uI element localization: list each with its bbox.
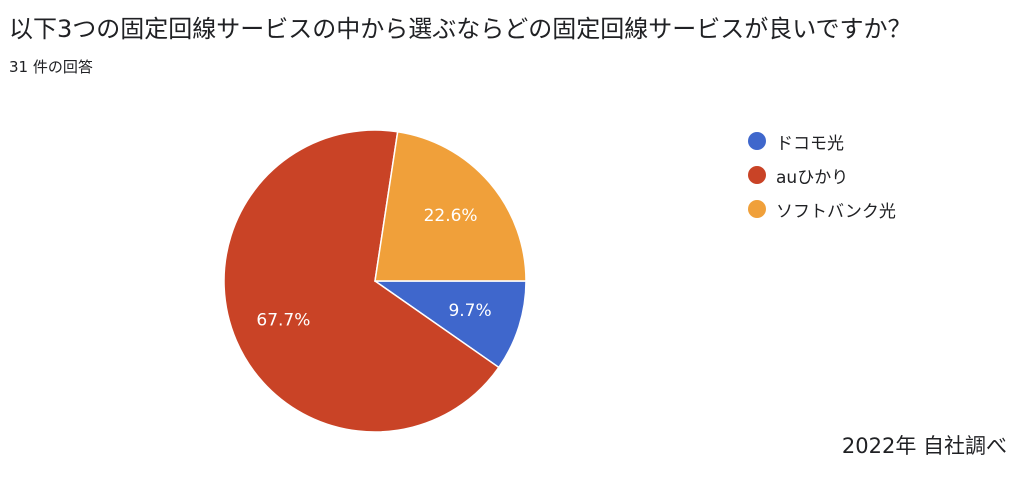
legend-swatch-docomo: [748, 132, 766, 150]
pie-slice-au[interactable]: [223, 129, 500, 433]
source-note: 2022年 自社調べ: [841, 434, 1007, 458]
response-count: 31 件の回答: [9, 58, 93, 76]
pie-slice-docomo[interactable]: [372, 280, 527, 369]
legend-item-softbank[interactable]: ソフトバンク光: [748, 192, 896, 226]
legend: ドコモ光 auひかり ソフトバンク光: [748, 124, 896, 226]
slice-label-au: 67.7%: [256, 310, 310, 330]
legend-item-docomo[interactable]: ドコモ光: [748, 124, 896, 158]
pie-slice-softbank[interactable]: [374, 130, 527, 282]
legend-item-au[interactable]: auひかり: [748, 158, 896, 192]
legend-label-docomo: ドコモ光: [776, 133, 844, 154]
slice-label-softbank: 22.6%: [424, 206, 478, 226]
legend-swatch-softbank: [748, 200, 766, 218]
legend-swatch-au: [748, 166, 766, 184]
legend-label-softbank: ソフトバンク光: [776, 201, 896, 222]
slice-label-docomo: 9.7%: [448, 301, 491, 321]
chart-title: 以下3つの固定回線サービスの中から選ぶならどの固定回線サービスが良いですか？: [9, 15, 912, 43]
legend-label-au: auひかり: [776, 167, 849, 188]
